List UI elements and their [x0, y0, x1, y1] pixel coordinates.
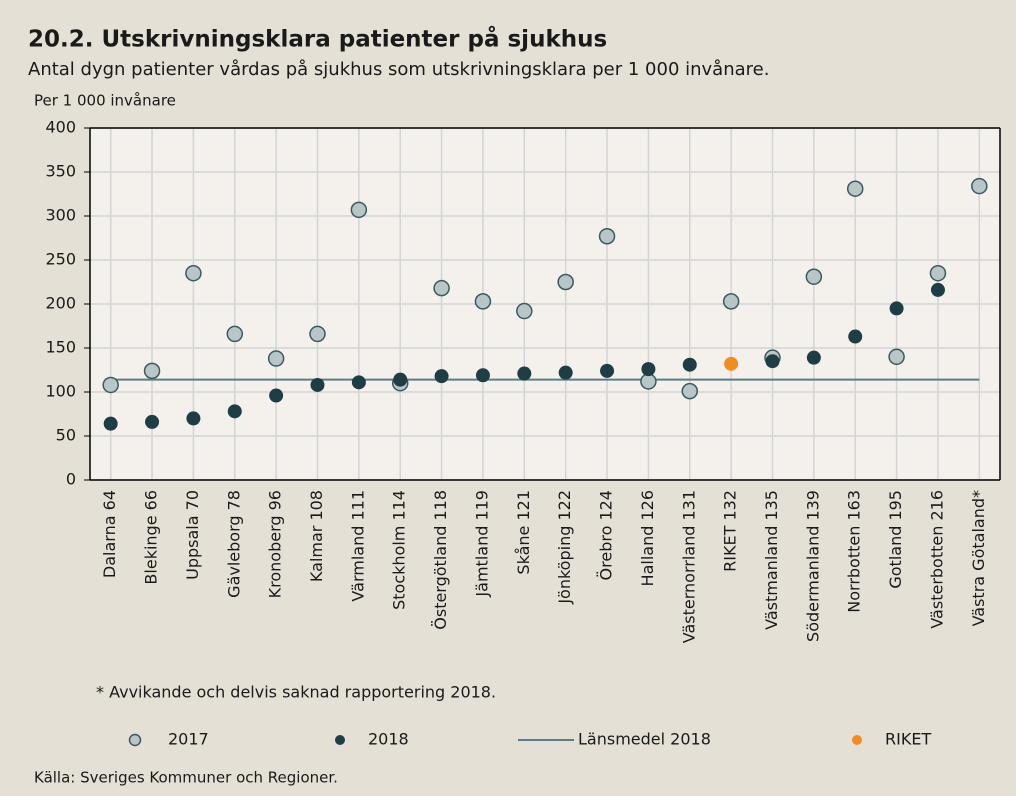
point — [143, 362, 161, 380]
legend-label: 2018 — [368, 730, 409, 749]
point — [681, 382, 699, 400]
x-tick-label: Stockholm 114 — [390, 490, 409, 610]
x-tick-label: Jämtland 119 — [472, 490, 491, 598]
point — [682, 357, 697, 372]
legend-marker — [852, 735, 862, 745]
point — [186, 411, 201, 426]
x-tick-label: Västra Götaland* — [969, 490, 988, 626]
point — [598, 227, 616, 245]
point — [557, 273, 574, 291]
point — [433, 279, 450, 297]
x-tick-label: Västerbotten 216 — [927, 490, 946, 629]
x-tick-label: Halland 126 — [638, 490, 657, 586]
point — [267, 350, 285, 367]
x-tick-label: Gotland 195 — [886, 490, 905, 589]
point — [600, 363, 615, 378]
x-tick-label: Norrbotten 163 — [845, 490, 864, 613]
point — [558, 365, 573, 380]
x-tick-label: Uppsala 70 — [183, 490, 202, 580]
point — [474, 293, 492, 310]
point — [724, 356, 739, 371]
y-tick-label: 400 — [45, 118, 76, 137]
x-tick-label: Skåne 121 — [514, 490, 533, 575]
point — [102, 376, 119, 394]
point — [888, 348, 905, 366]
point — [846, 180, 864, 197]
point — [641, 362, 656, 377]
point — [805, 268, 823, 285]
y-tick-label: 300 — [45, 206, 76, 225]
point — [640, 373, 657, 390]
chart-subtitle: Antal dygn patienter vårdas på sjukhus s… — [28, 59, 769, 80]
legend-marker — [128, 733, 142, 747]
point — [971, 177, 988, 195]
y-tick-label: 0 — [66, 470, 76, 489]
point — [516, 302, 533, 320]
point — [310, 377, 325, 392]
footnote: * Avvikande och delvis saknad rapporteri… — [96, 683, 496, 702]
point — [929, 264, 947, 282]
point — [517, 366, 532, 381]
point — [889, 301, 904, 316]
x-tick-label: Västmanland 135 — [762, 490, 781, 630]
x-tick-label: Gävleborg 78 — [224, 490, 243, 598]
chart-title: 20.2. Utskrivningsklara patienter på sju… — [28, 26, 607, 53]
point — [226, 325, 244, 343]
y-tick-label: 200 — [45, 294, 76, 313]
legend-label: 2017 — [168, 730, 209, 749]
x-tick-label: Jönköping 122 — [555, 490, 574, 605]
point — [393, 372, 408, 387]
point — [351, 375, 366, 390]
legend-marker — [335, 735, 345, 745]
point — [227, 404, 242, 419]
y-tick-label: 250 — [45, 250, 76, 269]
y-tick-label: 350 — [45, 162, 76, 181]
point — [722, 293, 740, 310]
legend-label: Länsmedel 2018 — [578, 730, 711, 749]
x-tick-label: Örebro 124 — [597, 490, 616, 580]
point — [103, 416, 118, 431]
point — [269, 388, 284, 403]
point — [350, 201, 368, 219]
x-tick-label: Kalmar 108 — [307, 490, 326, 582]
source: Källa: Sveriges Kommuner och Regioner. — [34, 769, 338, 787]
x-tick-label: Västernorrland 131 — [679, 490, 698, 643]
y-tick-label: 150 — [45, 338, 76, 357]
x-tick-label: Kronoberg 96 — [266, 490, 285, 598]
y-axis-label: Per 1 000 invånare — [34, 92, 176, 110]
point — [185, 264, 202, 282]
y-tick-label: 50 — [56, 426, 76, 445]
point — [848, 329, 863, 344]
legend-label: RIKET — [885, 730, 931, 749]
point — [309, 325, 326, 343]
x-tick-label: Värmland 111 — [348, 490, 367, 602]
x-tick-label: Dalarna 64 — [100, 490, 119, 578]
point — [145, 414, 160, 429]
x-tick-label: Östergötland 118 — [431, 490, 450, 630]
x-tick-label: Södermanland 139 — [803, 490, 822, 642]
point — [806, 350, 821, 365]
y-tick-label: 100 — [45, 382, 76, 401]
x-tick-label: RIKET 132 — [721, 490, 740, 572]
point — [765, 354, 780, 369]
point — [930, 282, 945, 297]
point — [434, 369, 449, 384]
x-tick-label: Blekinge 66 — [142, 490, 161, 585]
point — [475, 368, 490, 383]
